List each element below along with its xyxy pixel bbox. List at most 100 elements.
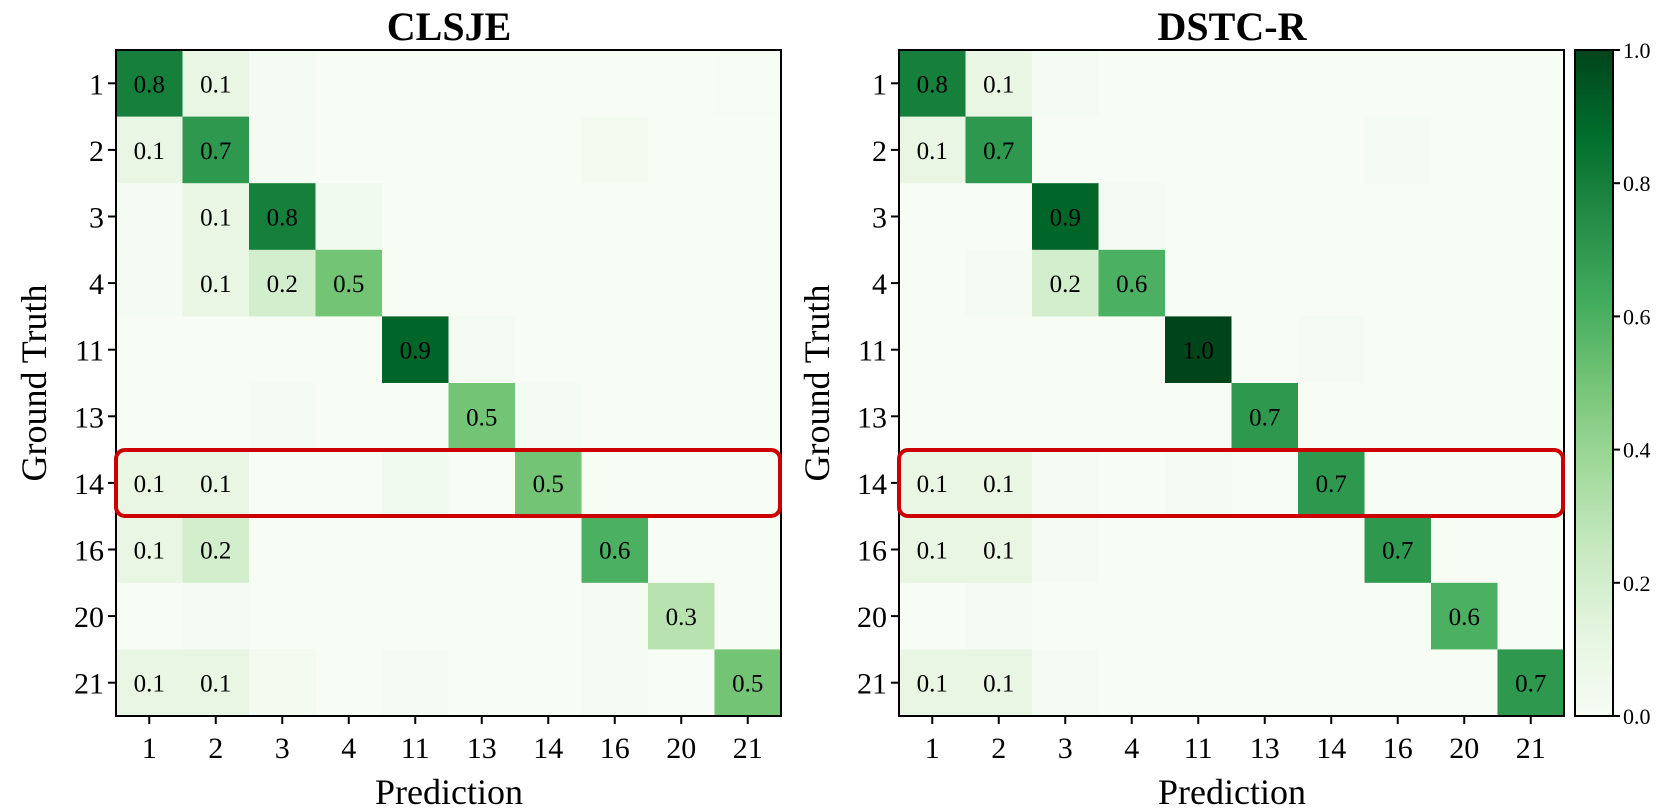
heatmap-cell [116, 116, 184, 184]
heatmap-cell [515, 516, 583, 584]
heatmap-cell [116, 449, 184, 517]
heatmap-cell [1364, 516, 1432, 584]
y-tick-label: 14 [74, 468, 104, 501]
heatmap-cell [1165, 50, 1233, 118]
chart-title: CLSJE [387, 4, 512, 49]
cell-value-label: 0.7 [1382, 538, 1413, 565]
heatmap-cell [899, 582, 967, 650]
colorbar-tick-label: 0.0 [1623, 704, 1651, 729]
heatmap-cells [116, 50, 782, 717]
cell-value-label: 0.1 [983, 538, 1014, 565]
cell-value-label: 0.1 [134, 138, 165, 165]
cell-value-label: 0.1 [917, 671, 948, 698]
heatmap-cell [648, 50, 716, 118]
x-axis-ticks: 1 2 3 4 11 13 14 16 20 21 [142, 716, 763, 765]
heatmap-cell [581, 116, 649, 184]
x-tick-label: 14 [1316, 732, 1346, 765]
heatmap-cell [714, 50, 782, 118]
heatmap-cell [965, 316, 1033, 384]
x-axis-label: Prediction [375, 772, 523, 810]
heatmap-cell [581, 582, 649, 650]
cell-value-label: 0.8 [267, 205, 298, 232]
heatmap-cell [1431, 116, 1499, 184]
cell-value-label: 0.1 [983, 671, 1014, 698]
heatmap-cell [1431, 183, 1499, 251]
heatmap-cell [965, 50, 1033, 118]
heatmap-cell [1431, 316, 1499, 384]
y-tick-label: 3 [89, 202, 104, 235]
heatmap-cell [1165, 116, 1233, 184]
heatmap-cell [515, 50, 583, 118]
heatmap-cell [1497, 116, 1565, 184]
y-tick-label: 11 [858, 335, 887, 368]
heatmap-cell [249, 50, 317, 118]
heatmap-cell [1364, 249, 1432, 317]
heatmap-cell [1298, 383, 1366, 451]
y-tick-label: 2 [872, 135, 887, 168]
heatmap-cell [448, 316, 516, 384]
heatmap-cell [965, 449, 1033, 517]
heatmap-cell [1098, 116, 1166, 184]
heatmap-cell [515, 249, 583, 317]
heatmap-cell [1497, 649, 1565, 717]
x-tick-label: 3 [275, 732, 290, 765]
heatmap-cell [965, 249, 1033, 317]
heatmap-cell [1431, 449, 1499, 517]
heatmap-cell [315, 649, 383, 717]
heatmap-cell [1298, 249, 1366, 317]
heatmap-cell [315, 183, 383, 251]
heatmap-cell [899, 50, 967, 118]
heatmap-cell [899, 516, 967, 584]
heatmap-cell [315, 582, 383, 650]
heatmap-cell [1497, 183, 1565, 251]
heatmap-cell [1165, 316, 1233, 384]
heatmap-cell [116, 383, 184, 451]
cell-value-label: 0.3 [666, 604, 697, 631]
heatmap-cell [1364, 582, 1432, 650]
heatmap-cell [249, 649, 317, 717]
heatmap-cell [249, 183, 317, 251]
y-axis-ticks: 1 2 3 4 11 13 14 16 20 21 [857, 68, 899, 701]
cell-value-label: 0.9 [1050, 205, 1081, 232]
heatmap-cell [1298, 516, 1366, 584]
heatmap-cell [1032, 516, 1100, 584]
heatmap-cell [382, 516, 450, 584]
x-tick-label: 11 [401, 732, 430, 765]
heatmap-panel-dstc-r: DSTC-R 0.8 0.1 0.1 0.7 0.9 0.2 0.6 1.0 0.7 0.1 0.1… [797, 4, 1565, 810]
heatmap-cell [1165, 582, 1233, 650]
heatmap-cell [182, 582, 250, 650]
x-tick-label: 1 [925, 732, 940, 765]
heatmap-cell [1364, 183, 1432, 251]
heatmap-cell [182, 116, 250, 184]
heatmap-cell [382, 582, 450, 650]
highlight-row-box [897, 448, 1565, 518]
heatmap-cell [581, 316, 649, 384]
colorbar-gradient [1574, 49, 1614, 717]
cell-value-label: 1.0 [1183, 338, 1214, 365]
heatmap-cell [116, 249, 184, 317]
heatmap-cell [1231, 582, 1299, 650]
heatmap-cell [182, 449, 250, 517]
heatmap-cell [714, 516, 782, 584]
colorbar-tick-label: 0.6 [1623, 304, 1651, 329]
x-tick-label: 13 [467, 732, 497, 765]
heatmap-cell [1231, 516, 1299, 584]
x-tick-label: 21 [1516, 732, 1546, 765]
y-tick-label: 16 [74, 535, 104, 568]
heatmap-cell [116, 183, 184, 251]
heatmap-cell [1497, 50, 1565, 118]
heatmap-cell [1431, 516, 1499, 584]
y-tick-label: 13 [74, 401, 104, 434]
heatmap-cell [315, 449, 383, 517]
cell-value-label: 0.2 [1050, 271, 1081, 298]
heatmap-cell [1165, 183, 1233, 251]
heatmap-cell [116, 316, 184, 384]
heatmap-cell [1231, 316, 1299, 384]
y-axis-label: Ground Truth [14, 284, 54, 481]
heatmap-cell [249, 449, 317, 517]
heatmap-cell [1165, 249, 1233, 317]
cell-value-label: 0.1 [200, 71, 231, 98]
heatmap-cell [899, 649, 967, 717]
heatmap-cell [1098, 516, 1166, 584]
